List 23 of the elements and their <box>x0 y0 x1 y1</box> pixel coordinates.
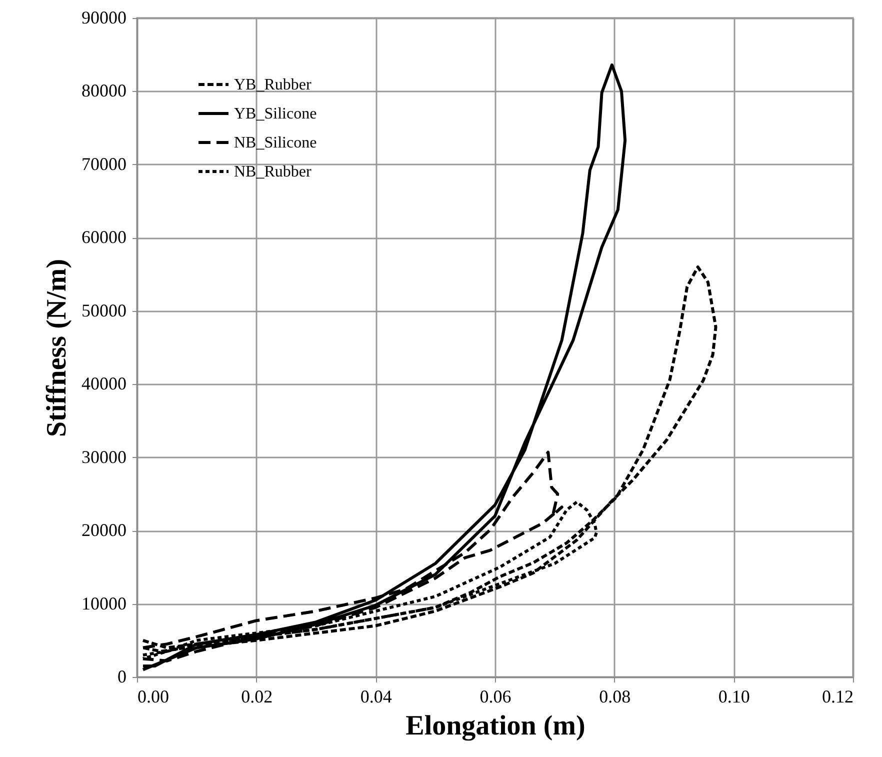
y-tick-label: 20000 <box>82 520 126 540</box>
legend-label: NB_Silicone <box>234 134 317 152</box>
y-tick-label: 70000 <box>82 154 126 174</box>
y-axis-title: Stiffness (N/m) <box>42 258 72 438</box>
legend-label: NB_Rubber <box>234 164 312 180</box>
x-tick-label: 0.00 <box>138 686 169 706</box>
legend-label: YB_Silicone <box>234 106 317 122</box>
y-tick-label: 10000 <box>82 593 126 614</box>
y-tick-label: 50000 <box>82 300 126 320</box>
y-tick-label: 30000 <box>82 446 126 467</box>
y-tick-label: 60000 <box>82 227 126 248</box>
x-tick-label: 0.10 <box>718 686 750 706</box>
y-tick-label: 80000 <box>82 80 126 101</box>
x-tick-label: 0.08 <box>599 686 631 706</box>
x-tick-label: 0.02 <box>241 686 273 706</box>
x-axis-title: Elongation (m) <box>406 710 586 742</box>
y-tick-label: 0 <box>118 666 126 686</box>
x-tick-label: 0.12 <box>822 686 854 706</box>
x-tick-label: 0.06 <box>480 686 512 706</box>
legend-label: YB_Rubber <box>234 76 312 94</box>
x-tick-label: 0.04 <box>360 686 392 706</box>
y-tick-label: 40000 <box>82 374 126 394</box>
y-tick-label: 90000 <box>82 8 126 28</box>
